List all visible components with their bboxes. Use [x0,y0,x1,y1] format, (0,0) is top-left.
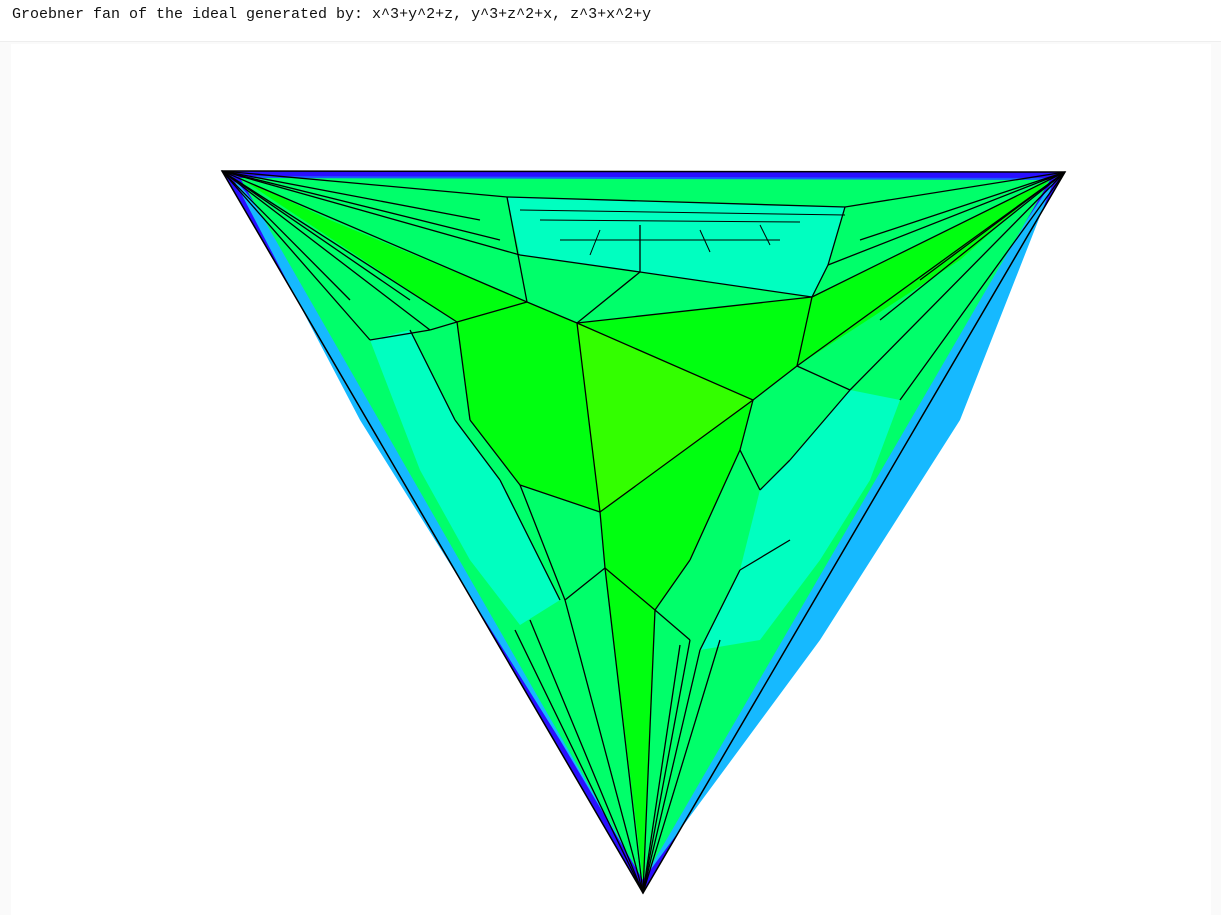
cell-edges [369,196,851,651]
outer-boundary [220,170,1067,895]
green-cell-4 [240,178,527,322]
fan-edges-bottom [514,567,721,894]
left-cell-band [370,330,560,625]
green-cell-6 [605,568,655,880]
page-title: Groebner fan of the ideal generated by: … [12,6,652,23]
center-cell [577,323,753,512]
green-cell-2 [577,297,812,400]
top-small-cells [519,209,846,256]
left-edge-band [232,176,643,880]
fan-edges-top-left [221,170,528,341]
green-cell-1 [457,302,600,512]
green-cell-3 [600,400,753,610]
title-bar: Groebner fan of the ideal generated by: … [0,0,1221,42]
fan-edges-top-right [796,171,1066,401]
right-cell-band [700,390,900,650]
right-edge-band [643,178,1055,880]
